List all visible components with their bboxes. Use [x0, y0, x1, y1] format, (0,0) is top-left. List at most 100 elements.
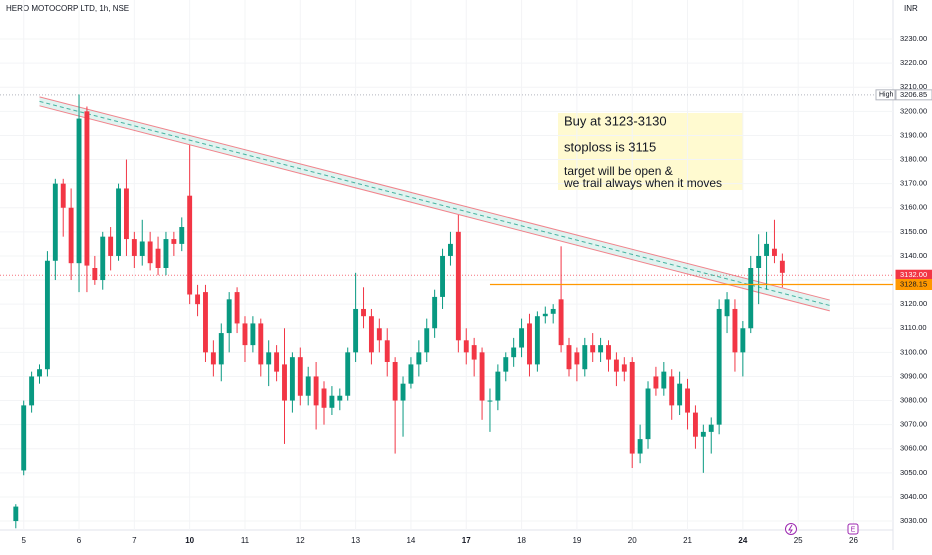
- x-tick-label: 11: [241, 536, 250, 545]
- candle-body: [37, 369, 42, 377]
- candle-body: [479, 352, 485, 401]
- x-tick-label: 14: [406, 536, 415, 545]
- candle-body: [289, 357, 295, 401]
- candle-body: [519, 328, 525, 348]
- candle-body: [139, 241, 145, 256]
- candle-body: [171, 239, 177, 244]
- x-tick-label: 17: [462, 536, 471, 545]
- candle-body: [669, 376, 675, 406]
- candle-body: [392, 361, 398, 401]
- y-tick-label: 3180.00: [900, 155, 927, 164]
- dividend-icon-glyph: [788, 524, 793, 534]
- candle-body: [13, 506, 19, 522]
- candle-body: [345, 352, 351, 396]
- candle-body: [242, 323, 248, 346]
- dividend-icon: [785, 523, 797, 535]
- candle-body: [353, 308, 359, 353]
- x-tick-label: 13: [351, 536, 360, 545]
- candle-body: [400, 383, 406, 401]
- candle-body: [258, 323, 264, 365]
- annotation-text: Buy at 3123-3130: [564, 113, 667, 128]
- y-tick-label: 3040.00: [900, 492, 927, 501]
- candle-body: [756, 255, 762, 268]
- candle-body: [613, 359, 619, 372]
- candle-body: [740, 328, 746, 353]
- candle-body: [60, 183, 66, 208]
- x-tick-label: 21: [683, 536, 692, 545]
- candle-body: [606, 345, 611, 360]
- candle-body: [748, 267, 754, 329]
- candle-body: [408, 364, 414, 384]
- y-tick-label: 3210.00: [900, 82, 927, 91]
- candle-body: [250, 323, 256, 346]
- candle-body: [29, 376, 35, 406]
- candle-body: [779, 260, 785, 273]
- y-tick-label: 3190.00: [900, 130, 927, 139]
- candle-body: [574, 352, 580, 365]
- candle-body: [376, 328, 382, 341]
- candle-body: [282, 364, 287, 401]
- candle-body: [700, 431, 706, 437]
- candle-body: [558, 299, 564, 346]
- candle-body: [210, 352, 216, 365]
- x-tick-label: 20: [628, 536, 637, 545]
- annotation-text: stoploss is 3115: [564, 139, 656, 154]
- candle-body: [361, 308, 366, 317]
- event-icons: E: [785, 523, 859, 535]
- candle-body: [440, 255, 445, 297]
- candle-body: [487, 400, 493, 402]
- x-tick-label: 24: [738, 536, 747, 545]
- candle-body: [653, 376, 659, 389]
- candle-body: [432, 296, 438, 329]
- candle-body: [448, 243, 453, 256]
- candle-body: [84, 111, 90, 266]
- candle-body: [92, 267, 98, 281]
- y-tick-label: 3100.00: [900, 347, 927, 356]
- candle-body: [455, 231, 461, 341]
- x-tick-label: 10: [185, 536, 194, 545]
- last-price-label: 3132.00: [900, 270, 927, 279]
- candle-body: [692, 412, 698, 437]
- candle-body: [716, 308, 722, 425]
- currency: INR: [904, 4, 918, 13]
- candle-body: [424, 328, 430, 353]
- channel-mid: [39, 100, 830, 306]
- candle-body: [661, 371, 667, 389]
- candle-body: [68, 207, 74, 264]
- candle-body: [108, 236, 114, 256]
- candle-body: [305, 376, 311, 396]
- y-tick-label: 3150.00: [900, 227, 927, 236]
- x-tick-label: 19: [572, 536, 581, 545]
- candle-body: [708, 424, 714, 432]
- candle-body: [629, 361, 635, 454]
- chart-title: HERO MOTOCORP LTD, 1h, NSE: [6, 4, 129, 13]
- candle-body: [685, 388, 690, 413]
- earnings-icon-glyph: E: [851, 526, 856, 533]
- y-tick-label: 3200.00: [900, 106, 927, 115]
- candle-body: [550, 308, 556, 314]
- candle-body: [772, 248, 777, 256]
- candle-body: [503, 357, 509, 372]
- candle-body: [44, 260, 50, 370]
- candle-body: [329, 395, 335, 408]
- high-name-bg: [875, 89, 896, 101]
- candle-body: [163, 239, 169, 268]
- candle-body: [590, 345, 596, 353]
- x-tick-label: 26: [849, 536, 858, 545]
- candle-body: [416, 352, 422, 365]
- earnings-icon: [847, 523, 859, 535]
- x-tick-label: 18: [517, 536, 526, 545]
- support-price-label: 3128.15: [900, 279, 927, 288]
- candle-body: [187, 195, 193, 295]
- y-tick-label: 3170.00: [900, 179, 927, 188]
- candle-body: [542, 313, 548, 317]
- high-name: High: [879, 92, 894, 99]
- candle-body: [52, 183, 58, 261]
- candle-body: [116, 188, 121, 256]
- candle-body: [495, 371, 501, 401]
- y-tick-label: 3080.00: [900, 396, 927, 405]
- x-tick-label: 5: [21, 536, 26, 545]
- support-price-label-bg: [895, 279, 932, 291]
- candle-body: [637, 439, 643, 454]
